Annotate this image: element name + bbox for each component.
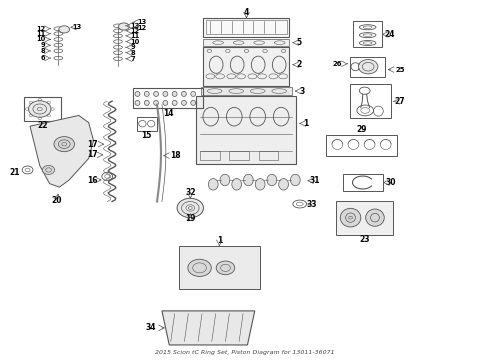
Text: 13: 13: [131, 23, 140, 29]
Bar: [200, 151, 220, 160]
Text: 1: 1: [303, 119, 309, 128]
Bar: [343, 174, 383, 192]
Text: 34: 34: [146, 323, 156, 332]
Text: 32: 32: [185, 188, 196, 197]
Ellipse shape: [267, 174, 277, 186]
Ellipse shape: [191, 100, 196, 105]
Text: 27: 27: [394, 97, 405, 106]
Text: 24: 24: [384, 30, 394, 39]
Text: 17: 17: [87, 140, 98, 149]
Bar: [206, 20, 287, 35]
Polygon shape: [162, 311, 255, 345]
Text: 10: 10: [131, 39, 140, 45]
Ellipse shape: [216, 261, 235, 275]
Text: 29: 29: [357, 125, 367, 134]
Text: 3: 3: [299, 86, 304, 95]
Polygon shape: [30, 116, 94, 187]
Ellipse shape: [181, 91, 186, 96]
Ellipse shape: [208, 179, 218, 190]
Bar: [24, 97, 61, 121]
Bar: [326, 135, 397, 156]
Ellipse shape: [119, 23, 129, 30]
Text: 14: 14: [163, 109, 173, 118]
Ellipse shape: [244, 174, 253, 186]
Bar: [196, 96, 296, 164]
Ellipse shape: [59, 26, 70, 33]
Text: 19: 19: [185, 214, 196, 223]
Text: 25: 25: [396, 67, 406, 73]
Text: 18: 18: [170, 151, 180, 160]
Bar: [259, 151, 278, 160]
Bar: [203, 18, 290, 37]
Text: 11: 11: [131, 33, 140, 39]
Bar: [133, 88, 203, 108]
Bar: [203, 39, 290, 46]
Text: 2015 Scion tC Ring Set, Piston Diagram for 13011-36071: 2015 Scion tC Ring Set, Piston Diagram f…: [155, 350, 335, 355]
Text: 6: 6: [41, 55, 46, 61]
Ellipse shape: [188, 259, 211, 276]
Ellipse shape: [145, 91, 149, 96]
Bar: [353, 22, 382, 47]
Text: 7: 7: [131, 56, 135, 62]
Ellipse shape: [163, 91, 168, 96]
Bar: [349, 57, 385, 77]
Text: 31: 31: [309, 176, 319, 185]
Text: 15: 15: [142, 131, 152, 140]
Ellipse shape: [154, 91, 159, 96]
Ellipse shape: [43, 166, 55, 175]
Text: 10: 10: [36, 36, 46, 42]
Text: 9: 9: [41, 42, 46, 48]
Ellipse shape: [172, 100, 177, 105]
Text: 22: 22: [37, 121, 48, 130]
Text: 8: 8: [41, 48, 46, 54]
Text: 8: 8: [131, 50, 135, 56]
Text: 20: 20: [51, 196, 62, 205]
Text: 12: 12: [36, 26, 46, 32]
Text: 30: 30: [385, 178, 396, 187]
Text: 33: 33: [307, 199, 317, 208]
Ellipse shape: [255, 179, 265, 190]
Ellipse shape: [177, 198, 203, 218]
Ellipse shape: [366, 209, 384, 226]
Ellipse shape: [145, 100, 149, 105]
Ellipse shape: [340, 208, 361, 227]
Ellipse shape: [181, 100, 186, 105]
Ellipse shape: [54, 136, 74, 152]
Ellipse shape: [220, 174, 230, 186]
Text: 1: 1: [217, 236, 222, 245]
Ellipse shape: [279, 179, 289, 190]
Text: 12: 12: [138, 24, 147, 31]
Ellipse shape: [232, 179, 242, 190]
Text: 13: 13: [138, 19, 147, 25]
Bar: [229, 151, 249, 160]
Text: 2: 2: [296, 60, 302, 69]
Text: 11: 11: [36, 31, 46, 37]
Text: 13: 13: [73, 24, 81, 30]
Bar: [201, 87, 292, 95]
Text: 26: 26: [332, 61, 342, 67]
Ellipse shape: [28, 101, 51, 117]
Ellipse shape: [135, 91, 140, 96]
Ellipse shape: [154, 100, 159, 105]
Bar: [336, 201, 392, 234]
Text: 23: 23: [359, 235, 369, 244]
Text: 4: 4: [244, 8, 249, 17]
Ellipse shape: [163, 100, 168, 105]
Text: 12: 12: [131, 28, 140, 34]
Ellipse shape: [172, 91, 177, 96]
Ellipse shape: [358, 59, 378, 74]
Text: 17: 17: [87, 150, 98, 159]
Text: 5: 5: [296, 38, 302, 47]
Text: 9: 9: [131, 44, 135, 50]
Bar: [137, 117, 157, 131]
Ellipse shape: [135, 100, 140, 105]
Bar: [179, 246, 260, 289]
Bar: [350, 84, 391, 118]
Bar: [203, 47, 290, 86]
Text: 21: 21: [10, 168, 20, 177]
Ellipse shape: [291, 174, 300, 186]
Ellipse shape: [191, 91, 196, 96]
Text: 16: 16: [87, 176, 98, 185]
